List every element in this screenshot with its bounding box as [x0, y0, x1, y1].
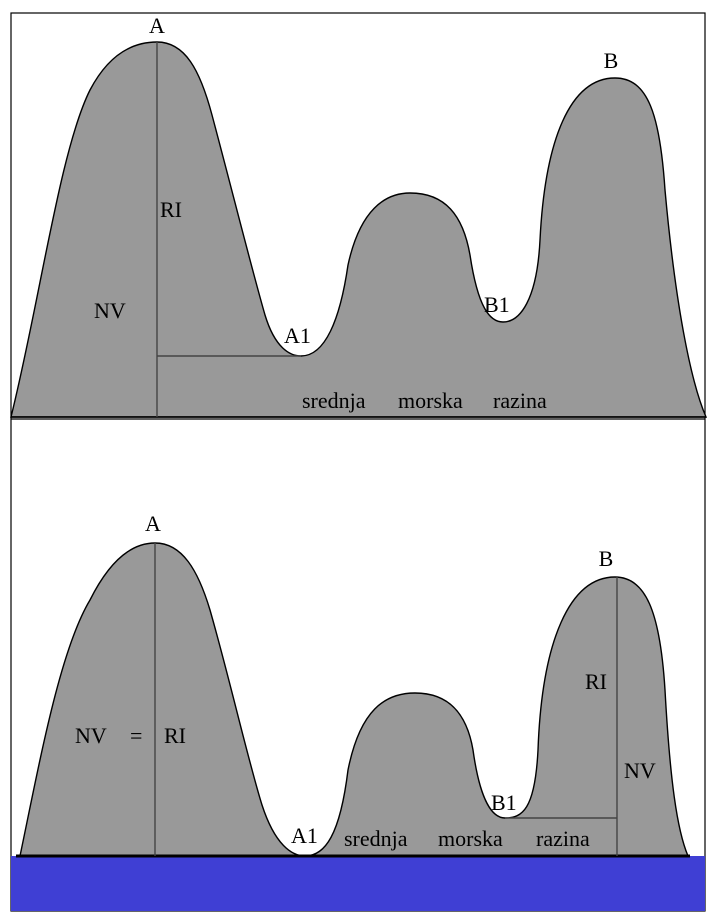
- bottom-saddle-a1-label: A1: [291, 823, 318, 848]
- bottom-equality-nv: NV: [75, 723, 107, 748]
- bottom-terrain-profile: [19, 542, 690, 857]
- top-peak-a-label: A: [149, 13, 165, 38]
- bottom-peak-a-label: A: [145, 511, 161, 536]
- top-height-label: NV: [94, 298, 126, 323]
- top-peak-b-label: B: [604, 48, 619, 73]
- top-saddle-a1-label: A1: [284, 323, 311, 348]
- bottom-peak-b-label: B: [599, 546, 614, 571]
- bottom-panel: A B NV = RI RI NV A1 B1 srednja morska r…: [11, 511, 705, 911]
- bottom-sea-level-word-1: srednja: [344, 826, 408, 851]
- bottom-height-label-b: NV: [624, 758, 656, 783]
- bottom-sea-level-word-2: morska: [438, 826, 503, 851]
- top-sea-level-word-2: morska: [398, 388, 463, 413]
- top-panel: A B RI NV A1 B1 srednja morska razina: [10, 13, 707, 418]
- bottom-relief-label-b: RI: [585, 669, 607, 694]
- bottom-equality-ri: RI: [164, 723, 186, 748]
- top-terrain-profile: [10, 41, 707, 418]
- bottom-equality-sign: =: [130, 723, 142, 748]
- top-sea-level-word-3: razina: [493, 388, 547, 413]
- sea-area: [11, 856, 705, 911]
- top-relief-label: RI: [160, 197, 182, 222]
- bottom-saddle-b1-label: B1: [491, 790, 517, 815]
- bottom-sea-level-word-3: razina: [536, 826, 590, 851]
- top-saddle-b1-label: B1: [484, 292, 510, 317]
- top-sea-level-word-1: srednja: [302, 388, 366, 413]
